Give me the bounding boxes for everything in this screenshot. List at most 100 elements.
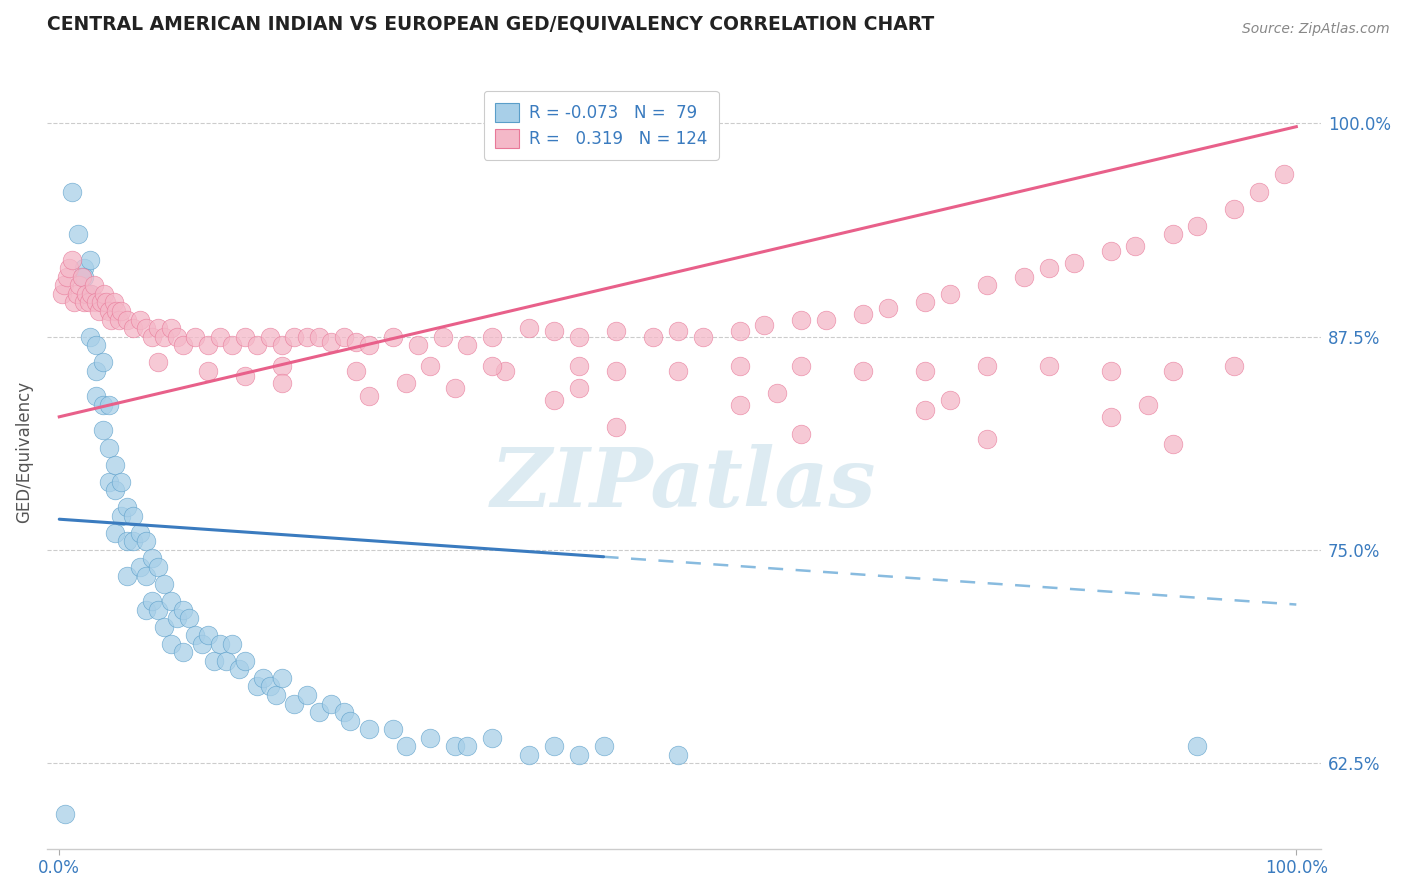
Point (107, 312, 129, 326)
Point (481, 731, 503, 745)
Point (110, 508, 132, 523)
Point (382, 329, 405, 343)
Point (141, 329, 163, 343)
Point (1223, 359, 1246, 373)
Point (246, 680, 269, 694)
Point (1161, 227, 1184, 242)
Point (308, 705, 330, 719)
Point (444, 381, 467, 395)
Point (141, 594, 163, 608)
Point (432, 329, 454, 343)
Point (259, 329, 281, 343)
Point (605, 420, 627, 434)
Point (91, 398, 114, 412)
Point (605, 364, 627, 378)
Point (93, 287, 115, 301)
Point (395, 376, 418, 390)
Point (852, 307, 875, 321)
Point (97, 304, 120, 318)
Point (568, 381, 591, 395)
Point (877, 301, 900, 315)
Point (543, 739, 565, 754)
Point (728, 325, 751, 339)
Point (517, 321, 540, 335)
Point (1187, 739, 1209, 754)
Point (568, 747, 591, 762)
Point (543, 325, 565, 339)
Point (117, 312, 139, 326)
Point (122, 534, 145, 549)
Point (86, 364, 108, 378)
Point (104, 483, 127, 498)
Point (406, 338, 429, 352)
Point (66, 227, 89, 242)
Point (914, 295, 936, 310)
Point (166, 611, 188, 625)
Point (122, 321, 145, 335)
Point (58, 261, 80, 276)
Point (97, 475, 120, 489)
Point (1272, 168, 1295, 182)
Point (159, 321, 181, 335)
Point (976, 278, 998, 293)
Point (73, 295, 96, 310)
Point (1099, 409, 1122, 424)
Point (692, 329, 714, 343)
Point (105, 304, 128, 318)
Point (209, 637, 232, 651)
Point (135, 602, 157, 616)
Point (110, 304, 132, 318)
Point (97, 398, 120, 412)
Point (135, 534, 157, 549)
Point (419, 359, 441, 373)
Point (444, 739, 467, 754)
Point (148, 355, 170, 369)
Point (86, 338, 108, 352)
Point (456, 739, 478, 754)
Point (481, 359, 503, 373)
Point (666, 325, 689, 339)
Point (76, 287, 98, 301)
Point (271, 338, 294, 352)
Point (55, 269, 77, 284)
Point (153, 577, 176, 591)
Point (357, 389, 380, 403)
Point (1136, 398, 1159, 412)
Point (228, 662, 250, 676)
Point (1099, 244, 1122, 259)
Point (605, 325, 627, 339)
Point (86, 295, 108, 310)
Point (790, 426, 813, 441)
Point (308, 329, 330, 343)
Point (79, 287, 101, 301)
Point (344, 364, 367, 378)
Point (283, 697, 305, 711)
Point (1038, 261, 1060, 276)
Point (215, 654, 238, 668)
Point (172, 338, 194, 352)
Point (104, 458, 127, 472)
Point (117, 534, 139, 549)
Point (135, 321, 157, 335)
Point (815, 312, 838, 326)
Point (128, 312, 150, 326)
Point (159, 594, 181, 608)
Point (148, 321, 170, 335)
Point (86, 389, 108, 403)
Point (117, 568, 139, 582)
Point (91, 355, 114, 369)
Point (252, 671, 274, 685)
Point (271, 376, 294, 390)
Point (914, 403, 936, 417)
Point (153, 329, 176, 343)
Point (852, 364, 875, 378)
Point (333, 705, 356, 719)
Point (295, 688, 318, 702)
Point (728, 398, 751, 412)
Legend: R = -0.073   N =  79, R =   0.319   N = 124: R = -0.073 N = 79, R = 0.319 N = 124 (484, 91, 718, 160)
Point (51, 287, 73, 301)
Point (543, 392, 565, 407)
Point (197, 364, 219, 378)
Y-axis label: GED/Equivalency: GED/Equivalency (15, 381, 32, 523)
Point (67, 278, 90, 293)
